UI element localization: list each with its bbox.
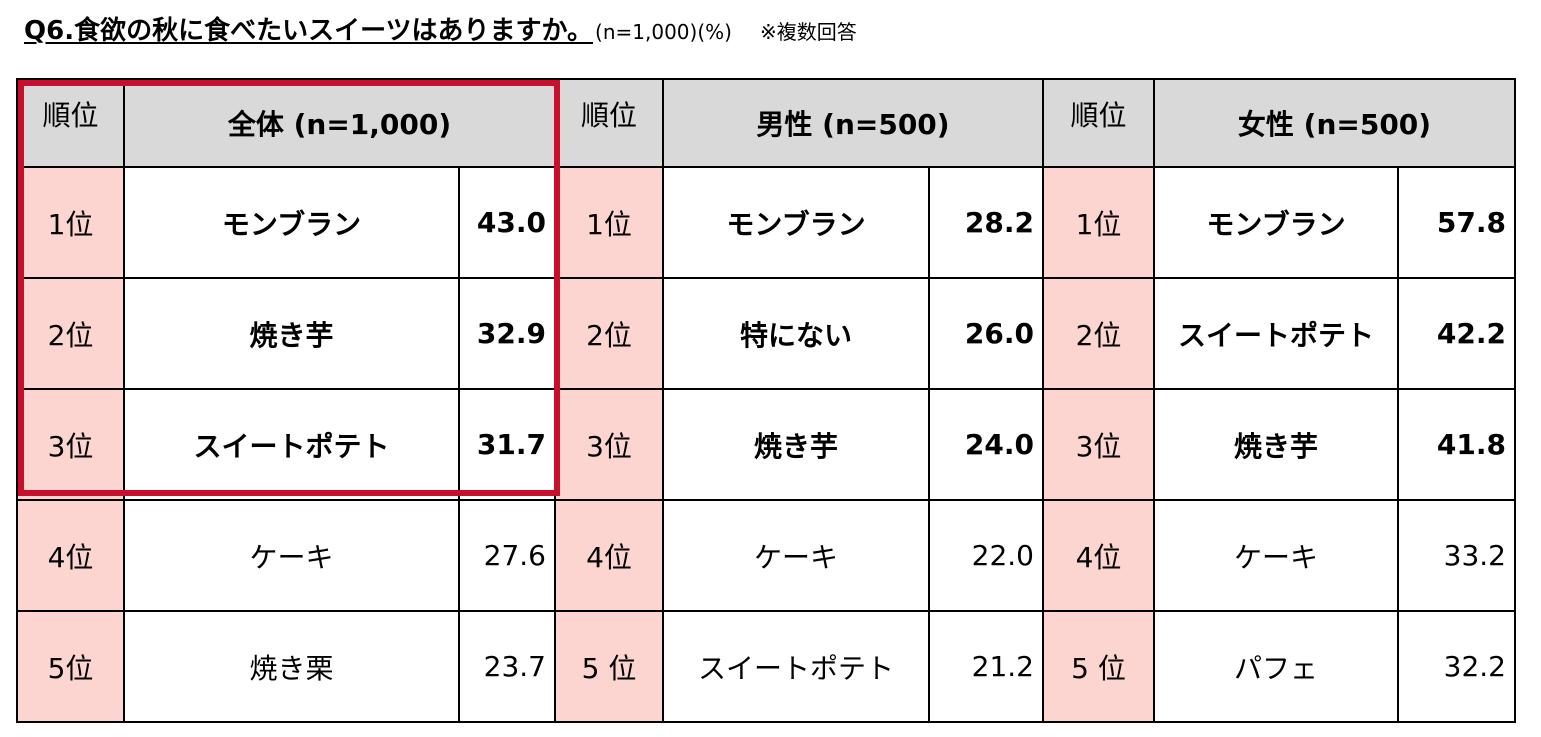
value-cell: 57.8 [1397, 166, 1516, 279]
value-cell: 26.0 [928, 277, 1044, 390]
rank-cell: 1位 [554, 166, 664, 279]
item-cell: スイートポテト [1153, 277, 1399, 390]
item-cell: 特にない [662, 277, 930, 390]
value-cell: 21.2 [928, 610, 1044, 723]
value-cell: 28.2 [928, 166, 1044, 279]
rank-cell: 3位 [554, 388, 664, 501]
group-header-total: 全体 (n=1,000) [123, 78, 556, 168]
rank-cell: 3位 [16, 388, 125, 501]
rank-header-male: 順位 [554, 78, 664, 168]
sample-size-note: (n=1,000)(%) [595, 20, 732, 44]
table-row: 4位 ケーキ 27.6 4位 ケーキ 22.0 4位 ケーキ 33.2 [16, 499, 1516, 612]
rank-header-total: 順位 [16, 78, 125, 168]
item-cell: 焼き芋 [123, 277, 460, 390]
item-cell: ケーキ [1153, 499, 1399, 612]
table-row: 2位 焼き芋 32.9 2位 特にない 26.0 2位 スイートポテト 42.2 [16, 277, 1516, 390]
item-cell: スイートポテト [662, 610, 930, 723]
header-row: 順位 全体 (n=1,000) 順位 男性 (n=500) 順位 女性 (n=5… [16, 78, 1516, 168]
value-cell: 32.2 [1397, 610, 1516, 723]
rank-cell: 4位 [554, 499, 664, 612]
rank-cell: 4位 [1042, 499, 1155, 612]
value-cell: 24.0 [928, 388, 1044, 501]
value-cell: 43.0 [458, 166, 556, 279]
value-cell: 41.8 [1397, 388, 1516, 501]
rank-cell: 5位 [16, 610, 125, 723]
rank-cell: 5 位 [554, 610, 664, 723]
item-cell: 焼き栗 [123, 610, 460, 723]
item-cell: スイートポテト [123, 388, 460, 501]
item-cell: 焼き芋 [1153, 388, 1399, 501]
rank-cell: 1位 [16, 166, 125, 279]
item-cell: ケーキ [123, 499, 460, 612]
rank-cell: 2位 [16, 277, 125, 390]
value-cell: 27.6 [458, 499, 556, 612]
rank-cell: 3位 [1042, 388, 1155, 501]
item-cell: ケーキ [662, 499, 930, 612]
ranking-table: 順位 全体 (n=1,000) 順位 男性 (n=500) 順位 女性 (n=5… [16, 78, 1516, 723]
rank-cell: 5 位 [1042, 610, 1155, 723]
rank-cell: 1位 [1042, 166, 1155, 279]
table-row: 5位 焼き栗 23.7 5 位 スイートポテト 21.2 5 位 パフェ 32.… [16, 610, 1516, 723]
value-cell: 31.7 [458, 388, 556, 501]
item-cell: 焼き芋 [662, 388, 930, 501]
item-cell: モンブラン [662, 166, 930, 279]
rank-cell: 4位 [16, 499, 125, 612]
group-header-male: 男性 (n=500) [662, 78, 1044, 168]
item-cell: パフェ [1153, 610, 1399, 723]
rank-header-female: 順位 [1042, 78, 1155, 168]
value-cell: 33.2 [1397, 499, 1516, 612]
value-cell: 22.0 [928, 499, 1044, 612]
item-cell: モンブラン [123, 166, 460, 279]
value-cell: 42.2 [1397, 277, 1516, 390]
table-row: 3位 スイートポテト 31.7 3位 焼き芋 24.0 3位 焼き芋 41.8 [16, 388, 1516, 501]
table-row: 1位 モンブラン 43.0 1位 モンブラン 28.2 1位 モンブラン 57.… [16, 166, 1516, 279]
value-cell: 32.9 [458, 277, 556, 390]
rank-cell: 2位 [1042, 277, 1155, 390]
multiple-answer-note: ※複数回答 [759, 20, 857, 44]
title-line: Q6.食欲の秋に食べたいスイーツはありますか。 (n=1,000)(%) ※複数… [24, 10, 857, 46]
item-cell: モンブラン [1153, 166, 1399, 279]
rank-cell: 2位 [554, 277, 664, 390]
value-cell: 23.7 [458, 610, 556, 723]
group-header-female: 女性 (n=500) [1153, 78, 1516, 168]
question-title: Q6.食欲の秋に食べたいスイーツはありますか。 [24, 16, 594, 46]
